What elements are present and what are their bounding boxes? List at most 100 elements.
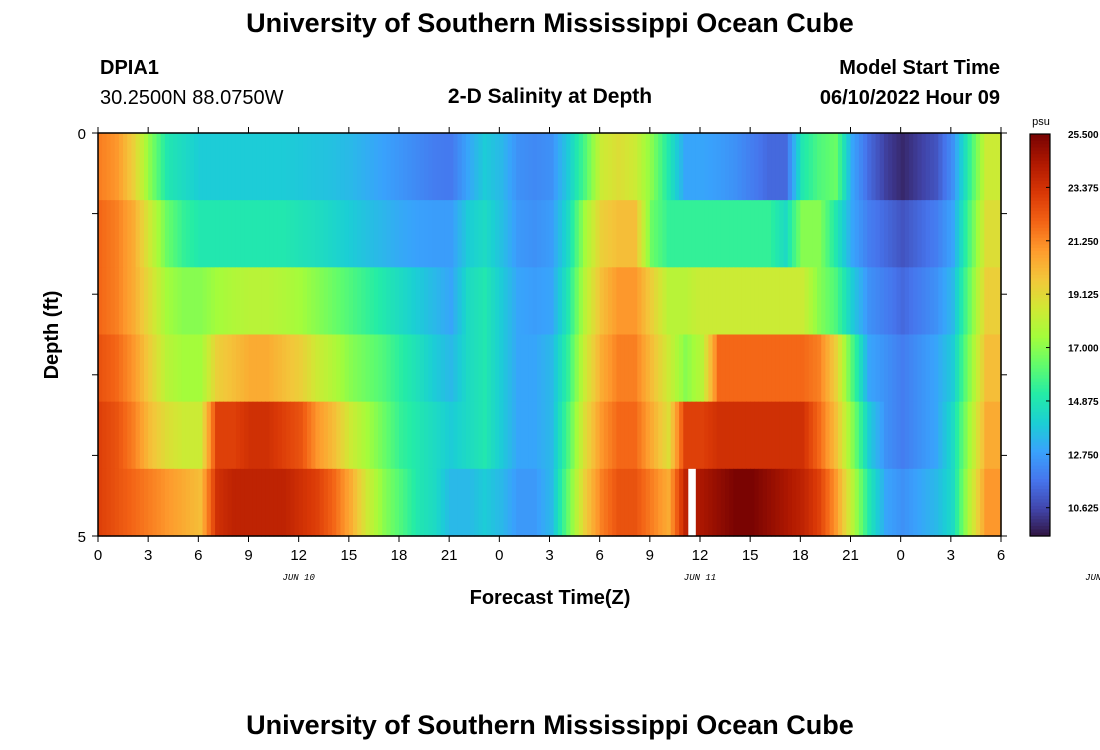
date-label: JUN 10 xyxy=(282,573,315,583)
heatmap-cell xyxy=(683,334,689,403)
heatmap-cell xyxy=(750,334,755,403)
heatmap-cell xyxy=(863,468,868,537)
heatmap-cell xyxy=(921,133,927,201)
heatmap-cell xyxy=(787,200,793,268)
heatmap-cell xyxy=(787,267,793,336)
heatmap-cell xyxy=(106,267,112,336)
heatmap-cell xyxy=(332,200,337,268)
y-tick-label: 5 xyxy=(78,529,86,546)
heatmap-cell xyxy=(549,401,555,470)
heatmap-cell xyxy=(503,133,509,201)
heatmap-cell xyxy=(541,401,546,470)
heatmap-cell xyxy=(520,401,526,470)
colorbar-strip xyxy=(1030,442,1050,447)
heatmap-cell xyxy=(118,133,124,201)
heatmap-cell xyxy=(867,133,872,201)
heatmap-cell xyxy=(645,401,651,470)
heatmap-cell xyxy=(403,267,408,336)
heatmap-cell xyxy=(449,468,454,537)
heatmap-cell xyxy=(921,334,927,403)
heatmap-cell xyxy=(591,200,597,268)
heatmap-cell xyxy=(900,200,906,268)
heatmap-cell xyxy=(691,133,697,201)
heatmap-cell xyxy=(499,334,505,403)
colorbar-strip xyxy=(1030,187,1050,192)
heatmap-cell xyxy=(478,200,484,268)
colorbar-strip xyxy=(1030,170,1050,175)
colorbar-strip xyxy=(1030,221,1050,226)
heatmap-cell xyxy=(135,468,141,537)
heatmap-cell xyxy=(603,401,609,470)
heatmap-cell xyxy=(256,401,262,470)
heatmap-cell xyxy=(490,133,496,201)
heatmap-cell xyxy=(821,334,827,403)
heatmap-cell xyxy=(373,334,379,403)
heatmap-cell xyxy=(608,468,613,537)
heatmap-cell xyxy=(516,133,521,201)
heatmap-cell xyxy=(980,334,985,403)
heatmap-cell xyxy=(754,334,760,403)
heatmap-cell xyxy=(800,267,806,336)
heatmap-cell xyxy=(210,468,216,537)
heatmap-cell xyxy=(277,267,283,336)
heatmap-cell xyxy=(474,133,480,201)
heatmap-cell xyxy=(127,267,133,336)
heatmap-cell xyxy=(265,401,270,470)
colorbar-strip xyxy=(1030,348,1050,353)
heatmap-cell xyxy=(645,267,651,336)
heatmap-cell xyxy=(863,133,868,201)
colorbar-tick-label: 17.000 xyxy=(1068,344,1099,355)
heatmap-cell xyxy=(603,200,609,268)
heatmap-cell xyxy=(557,468,563,537)
heatmap-cell xyxy=(787,401,793,470)
heatmap-cell xyxy=(110,267,116,336)
heatmap-cell xyxy=(490,334,496,403)
heatmap-cell xyxy=(194,133,199,201)
heatmap-cell xyxy=(198,267,204,336)
heatmap-cell xyxy=(892,133,898,201)
heatmap-cell xyxy=(637,200,643,268)
heatmap-cell xyxy=(942,133,948,201)
heatmap-cell xyxy=(988,133,994,201)
heatmap-cell xyxy=(344,200,350,268)
heatmap-cell xyxy=(327,200,333,268)
heatmap-cell xyxy=(700,200,705,268)
heatmap-cell xyxy=(867,401,872,470)
heatmap-cell xyxy=(323,267,329,336)
heatmap-cell xyxy=(812,401,818,470)
heatmap-cell xyxy=(127,468,133,537)
heatmap-cell xyxy=(202,200,208,268)
heatmap-cell xyxy=(294,200,300,268)
heatmap-cell xyxy=(545,200,551,268)
colorbar-strip xyxy=(1030,482,1050,487)
date-label: JUN 12 xyxy=(1085,573,1100,583)
heatmap-cell xyxy=(624,468,630,537)
heatmap-cell xyxy=(729,267,735,336)
heatmap-cell xyxy=(578,401,584,470)
heatmap-cell xyxy=(574,401,580,470)
heatmap-cell xyxy=(440,334,446,403)
heatmap-cell xyxy=(286,334,291,403)
heatmap-cell xyxy=(679,267,684,336)
heatmap-cell xyxy=(649,468,655,537)
heatmap-cell xyxy=(624,401,630,470)
heatmap-cell xyxy=(649,200,655,268)
heatmap-cell xyxy=(996,133,1002,201)
heatmap-cell xyxy=(281,334,287,403)
heatmap-cell xyxy=(198,133,204,201)
heatmap-cell xyxy=(775,334,781,403)
heatmap-cell xyxy=(720,401,726,470)
heatmap-cell xyxy=(737,267,743,336)
heatmap-cell xyxy=(825,200,831,268)
heatmap-cell xyxy=(252,468,258,537)
heatmap-cell xyxy=(499,133,505,201)
colorbar-strip xyxy=(1030,271,1050,276)
heatmap-cell xyxy=(913,267,918,336)
heatmap-cell xyxy=(486,200,492,268)
heatmap-cell xyxy=(235,468,241,537)
heatmap-cell xyxy=(566,334,571,403)
heatmap-cell xyxy=(169,334,174,403)
heatmap-cell xyxy=(896,133,902,201)
heatmap-cell xyxy=(549,200,555,268)
heatmap-cell xyxy=(766,267,772,336)
